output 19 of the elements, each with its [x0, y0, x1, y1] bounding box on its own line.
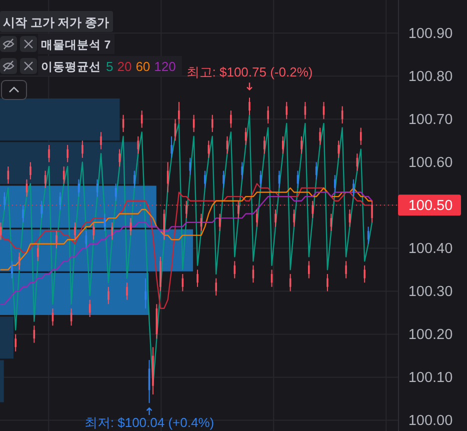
title: 시작 고가 저가 종가 — [3, 16, 110, 30]
y-tick-label: 100.00 — [408, 413, 453, 430]
y-tick-label: 100.20 — [408, 327, 453, 344]
legend-label: 5 — [106, 59, 114, 74]
y-tick-label: 100.10 — [408, 370, 453, 386]
annotation: 최고: $100.75 (-0.2%) — [186, 64, 313, 80]
legend-label: 60 — [136, 59, 150, 74]
title: 매물대분석 7 — [41, 40, 111, 52]
legend-label: 20 — [117, 59, 132, 74]
y-tick-label: 100.50 — [408, 198, 453, 214]
y-tick-label: 100.90 — [408, 26, 453, 42]
y-tick-label: 100.60 — [408, 155, 453, 172]
legend-label: 120 — [154, 59, 176, 74]
y-tick-label: 100.30 — [408, 284, 453, 300]
y-tick-label: 100.40 — [408, 241, 453, 258]
annotation: 최저: $100.04 (+0.4%) — [84, 415, 214, 430]
y-tick-label: 100.80 — [408, 69, 453, 86]
legend-title: 이동평균선 — [41, 62, 101, 74]
y-tick-label: 100.70 — [408, 112, 453, 128]
